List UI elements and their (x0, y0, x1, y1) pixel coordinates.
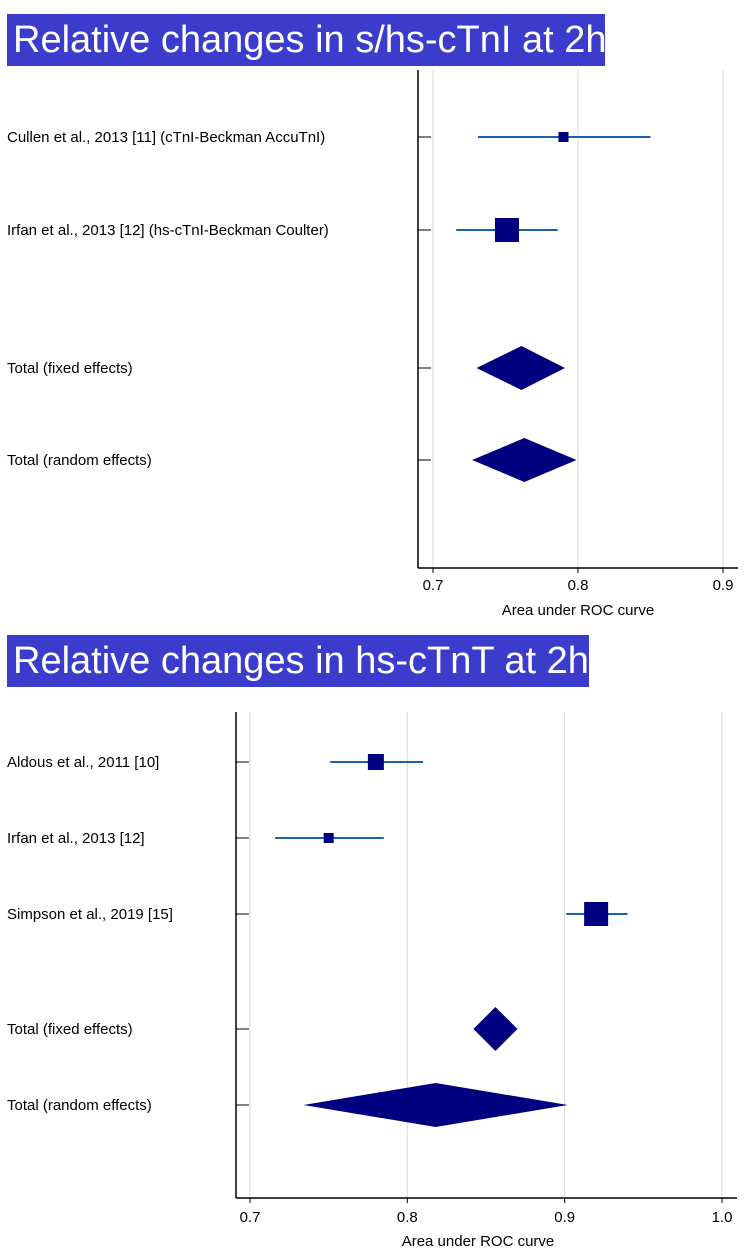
study-label: Irfan et al., 2013 [12] (7, 830, 145, 847)
study-marker (494, 218, 519, 242)
pooled-diamond (473, 1007, 518, 1051)
study-label: Total (random effects) (7, 1097, 152, 1114)
study-label: Simpson et al., 2019 [15] (7, 906, 173, 923)
study-label: Total (fixed effects) (7, 360, 133, 377)
pooled-diamond (472, 438, 577, 482)
study-marker (323, 833, 334, 843)
x-axis-label: Area under ROC curve (502, 602, 655, 619)
x-tick-label: 0.7 (240, 1209, 261, 1226)
x-axis-label: Area under ROC curve (402, 1233, 555, 1250)
x-tick-label: 0.9 (713, 577, 734, 594)
x-tick-label: 0.7 (423, 577, 444, 594)
chart-title: Relative changes in hs-cTnT at 2hr (7, 635, 602, 687)
chart-title: Relative changes in s/hs-cTnI at 2hr (7, 14, 619, 66)
x-tick-label: 0.9 (554, 1209, 575, 1226)
study-marker (558, 132, 569, 142)
study-label: Irfan et al., 2013 [12] (hs-cTnI-Beckman… (7, 222, 329, 239)
x-tick-label: 1.0 (712, 1209, 733, 1226)
study-marker (584, 902, 609, 926)
x-tick-label: 0.8 (397, 1209, 418, 1226)
forest-plot-ctni: 0.7 0.8 0.9 Area under ROC curve Cullen et a… (7, 70, 738, 619)
x-tick-label: 0.8 (568, 577, 589, 594)
study-label: Total (random effects) (7, 452, 152, 469)
study-marker (367, 754, 384, 770)
pooled-diamond (476, 346, 565, 390)
study-label: Total (fixed effects) (7, 1021, 133, 1038)
study-label: Cullen et al., 2013 [11] (cTnI-Beckman A… (7, 129, 325, 146)
study-label: Aldous et al., 2011 [10] (7, 754, 159, 771)
pooled-diamond (303, 1083, 568, 1127)
